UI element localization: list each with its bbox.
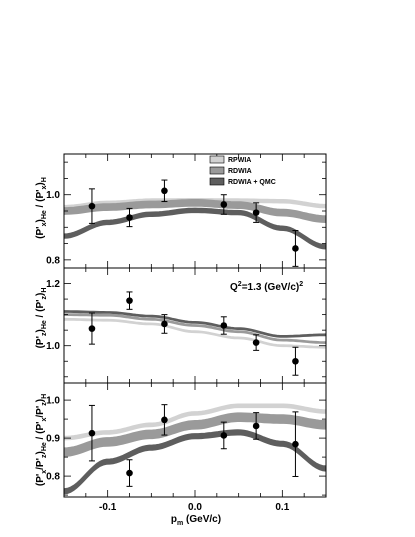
model-bands [64,198,326,250]
series-band-rdwia [64,199,326,224]
panels: 0.8 1.0 1.0 1.2 0.8 0.9 1.0 -0.1 0.0 0.1 [46,153,327,513]
series-band-rdwia-qmc [64,429,326,495]
data-point [252,339,260,346]
panel-0: 0.8 1.0 [46,153,327,269]
y-tick-label: 0.8 [46,472,60,483]
data-point [220,432,228,439]
legend: RPWIA RDWIA RDWIA + QMC [209,155,276,186]
y-tick-label: 0.8 [46,255,60,266]
data-point [220,201,228,208]
y-label-bottom: (P'x/P'z)He / (P'x/P'z)H [35,394,48,486]
model-bands [64,310,326,349]
data-point [292,357,299,365]
data-point [88,325,96,332]
data-point [252,422,260,430]
data-point [292,245,299,252]
data-point [292,440,299,448]
q2-annotation: Q2=1.3 (GeV/c)2 [230,281,303,293]
panel-1: 1.0 1.2 [46,267,327,384]
data-points [88,404,299,487]
x-tick-label: 0.1 [275,502,289,513]
x-tick-label: 0.0 [188,502,202,513]
y-label-top: (P'x)He / (P'x)H [35,177,48,239]
model-bands [64,403,326,495]
y-tick-label: 1.2 [46,279,60,290]
data-point [88,429,96,437]
series-band-rpwia [64,403,326,441]
data-points [88,179,299,267]
data-points [88,291,299,376]
data-point [161,187,168,195]
legend-swatch-rpwia [209,155,225,164]
legend-swatch-rdwia-qmc [209,177,225,186]
data-point [126,214,133,221]
x-tick-label: -0.1 [99,502,117,513]
series-band-rdwia [64,313,326,345]
x-axis-label: pm (GeV/c) [171,514,221,527]
series-band-rpwia [64,317,326,349]
y-tick-label: 1.0 [46,396,60,407]
data-point [252,209,260,216]
legend-label-rdwia: RDWIA [228,168,252,175]
y-tick-label: 1.0 [46,190,60,201]
y-tick-label: 0.9 [46,434,60,445]
legend-swatch-rdwia [209,166,225,175]
series-band-rdwia [64,412,326,457]
series-band-rdwia-qmc [64,310,326,338]
data-point [126,297,133,304]
data-point [88,202,96,210]
panel-2: 0.8 0.9 1.0 [46,382,327,498]
data-point [126,469,133,477]
data-point [161,416,168,424]
legend-label-rpwia: RPWIA [228,157,251,164]
legend-label-rdwia-qmc: RDWIA + QMC [228,179,276,186]
y-label-middle: (P'z)He / (P'z)H [35,288,48,349]
data-point [161,320,168,328]
y-tick-label: 1.0 [46,341,60,352]
data-point [220,322,228,329]
